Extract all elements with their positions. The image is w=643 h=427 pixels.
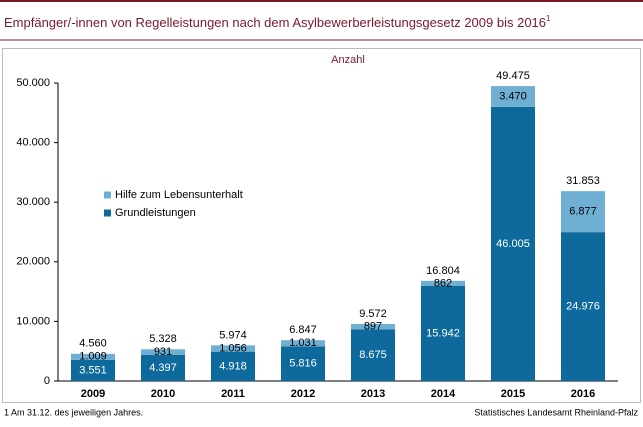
- total-label: 5.974: [219, 329, 247, 341]
- x-tick-label: 2014: [431, 388, 456, 400]
- value-label: 3.551: [79, 364, 107, 376]
- value-label: 931: [154, 346, 172, 358]
- total-label: 49.475: [496, 70, 530, 82]
- y-tick-label: 40.000: [16, 137, 50, 149]
- x-tick-label: 2015: [501, 388, 525, 400]
- bar-segment: [211, 345, 255, 352]
- total-label: 9.572: [359, 308, 387, 320]
- bar-segment: [421, 280, 465, 286]
- y-tick-label: 10.000: [16, 315, 50, 327]
- bar-segment: [561, 232, 605, 381]
- y-tick-label: 0: [44, 375, 50, 387]
- value-label: 4.918: [219, 360, 247, 372]
- chart-title: Empfänger/-innen von Regelleistungen nac…: [4, 14, 551, 30]
- value-label: 46.005: [496, 238, 530, 250]
- bar-segment: [561, 191, 605, 233]
- bar-segment: [281, 340, 325, 347]
- legend-label: Grundleistungen: [115, 207, 196, 219]
- total-label: 5.328: [149, 333, 177, 345]
- bar-segment: [211, 351, 255, 381]
- bar-segment: [351, 323, 395, 330]
- footnote: 1 Am 31.12. des jeweiligen Jahres.: [4, 407, 143, 417]
- total-label: 31.853: [566, 175, 600, 187]
- bar-segment: [421, 285, 465, 381]
- x-tick-label: 2016: [571, 388, 595, 400]
- bar-segment: [491, 86, 535, 107]
- x-tick-label: 2011: [221, 388, 245, 400]
- legend-swatch: [104, 209, 111, 217]
- y-tick-label: 50.000: [16, 77, 50, 89]
- subtitle: Anzahl: [331, 54, 365, 66]
- chart-frame: [2, 48, 641, 403]
- value-label: 862: [434, 277, 452, 289]
- total-label: 16.804: [426, 265, 460, 277]
- x-tick-label: 2013: [361, 388, 385, 400]
- value-label: 1.056: [219, 342, 247, 354]
- value-label: 8.675: [359, 349, 387, 361]
- bar-segment: [491, 106, 535, 381]
- total-label: 4.560: [79, 338, 107, 350]
- bar-segment: [281, 346, 325, 381]
- title-superscript: 1: [546, 14, 551, 23]
- value-label: 1.009: [79, 351, 107, 363]
- bar-segment: [351, 329, 395, 381]
- bar-segment: [71, 359, 115, 381]
- title-text: Empfänger/-innen von Regelleistungen nac…: [4, 15, 546, 30]
- bar-segment: [141, 349, 185, 355]
- value-label: 897: [364, 321, 382, 333]
- x-tick-label: 2009: [81, 388, 105, 400]
- legend-swatch: [104, 191, 111, 199]
- bar-segment: [71, 353, 115, 360]
- value-label: 24.976: [566, 300, 600, 312]
- value-label: 5.816: [289, 358, 317, 370]
- y-tick-label: 30.000: [16, 196, 50, 208]
- x-tick-label: 2010: [151, 388, 175, 400]
- value-label: 3.470: [499, 90, 527, 102]
- total-label: 6.847: [289, 324, 317, 336]
- value-label: 1.031: [289, 337, 317, 349]
- source: Statistisches Landesamt Rheinland-Pfalz: [474, 407, 638, 417]
- bar-segment: [141, 354, 185, 381]
- value-label: 15.942: [426, 327, 460, 339]
- x-tick-label: 2012: [291, 388, 315, 400]
- value-label: 4.397: [149, 362, 177, 374]
- legend-label: Hilfe zum Lebensunterhalt: [115, 189, 243, 201]
- y-tick-label: 20.000: [16, 256, 50, 268]
- value-label: 6.877: [569, 206, 597, 218]
